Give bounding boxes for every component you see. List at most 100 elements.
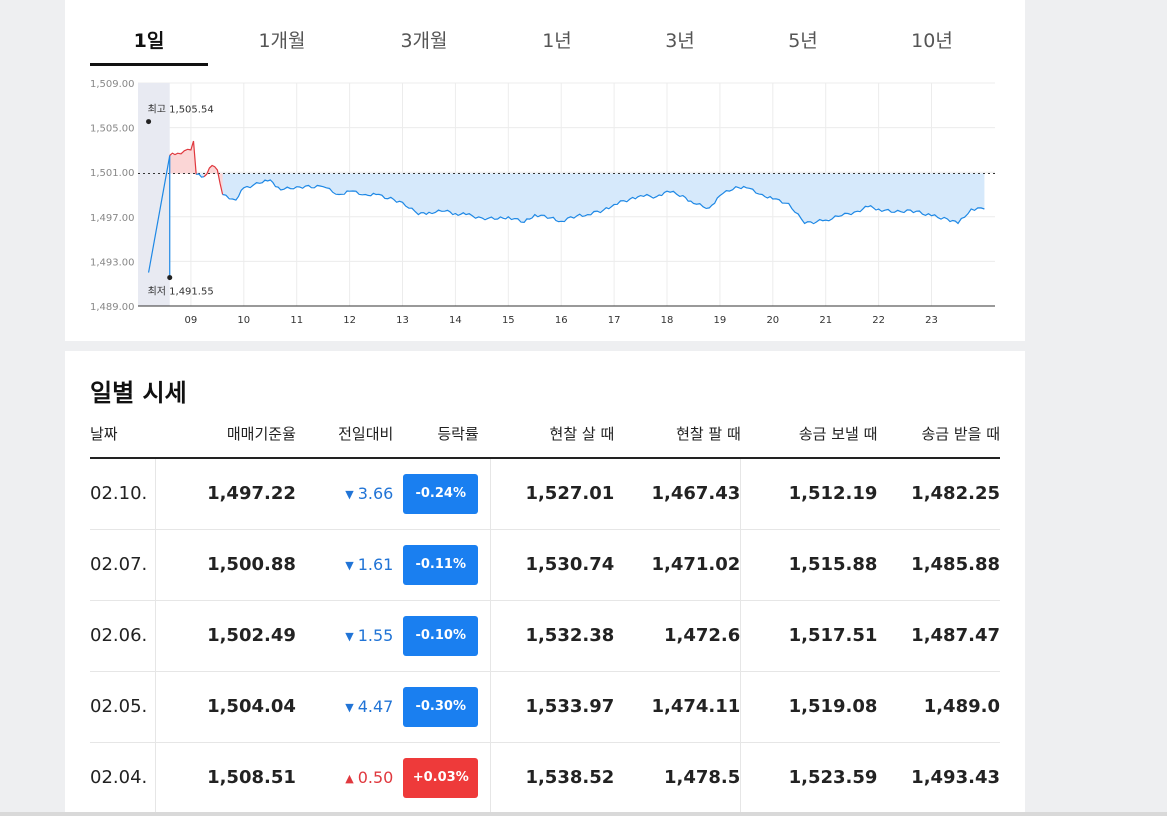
tab-1d[interactable]: 1일 (133, 30, 165, 52)
row-base-rate: 1,502.49 (155, 600, 296, 672)
row-transfer-send: 1,515.88 (740, 529, 878, 601)
row-change-value: 0.50 (357, 768, 394, 787)
row-cash-buy: 1,533.97 (490, 671, 615, 743)
up-area (204, 165, 223, 195)
y-tick-label: 1,497.00 (90, 213, 135, 224)
row-cash-sell: 1,478.5 (614, 742, 742, 814)
change-rate-badge: -0.30% (403, 686, 479, 727)
series-line (147, 155, 171, 273)
header-change: 전일대비 (295, 423, 394, 459)
table-header-row: 날짜 매매기준율 전일대비 등락률 현찰 살 때 현찰 팔 때 송금 보낼 때 … (90, 423, 1000, 459)
daily-prices-table: 날짜 매매기준율 전일대비 등락률 현찰 살 때 현찰 팔 때 송금 보낼 때 … (90, 423, 1000, 814)
exchange-rate-chart[interactable]: 1,509.00 1,505.00 1,501.00 1,497.00 1,493.00… (65, 66, 1025, 336)
daily-prices-card: 일별 시세 날짜 매매기준율 전일대비 등락률 현찰 살 때 현찰 팔 때 송금… (65, 351, 1025, 816)
row-change-rate: -0.24% (393, 458, 492, 530)
change-rate-badge: +0.03% (403, 757, 479, 798)
table-row[interactable]: 02.04. 1,508.51 ▲ 0.50 +0.03% 1,538.52 1,… (90, 742, 1000, 814)
x-tick-label: 23 (925, 315, 938, 326)
tab-1y[interactable]: 1년 (542, 30, 572, 52)
x-tick-label: 10 (237, 315, 250, 326)
row-change: ▼ 4.47 (295, 671, 394, 743)
table-row[interactable]: 02.06. 1,502.49 ▼ 1.55 -0.10% 1,532.38 1,… (90, 600, 1000, 672)
x-tick-label: 18 (661, 315, 674, 326)
x-tick-label: 11 (290, 315, 303, 326)
high-marker (146, 119, 152, 125)
row-change-rate: -0.30% (393, 671, 492, 743)
series-line-up (169, 140, 197, 175)
row-transfer-receive: 1,485.88 (877, 529, 1000, 601)
series-line (222, 179, 985, 225)
row-change-rate: -0.11% (393, 529, 492, 601)
x-tick-label: 20 (766, 315, 779, 326)
table-row[interactable]: 02.05. 1,504.04 ▼ 4.47 -0.30% 1,533.97 1,… (90, 671, 1000, 743)
active-tab-underline (90, 63, 208, 66)
row-transfer-receive: 1,493.43 (877, 742, 1000, 814)
row-change: ▼ 3.66 (295, 458, 394, 530)
row-date: 02.06. (90, 600, 156, 672)
row-change-value: 3.66 (357, 484, 394, 504)
header-transfer-send: 송금 보낼 때 (740, 423, 878, 459)
tab-1m[interactable]: 1개월 (258, 30, 306, 52)
table-row[interactable]: 02.10. 1,497.22 ▼ 3.66 -0.24% 1,527.01 1,… (90, 458, 1000, 530)
row-cash-sell: 1,471.02 (614, 529, 742, 601)
chart-fill (169, 140, 985, 224)
series-line (196, 173, 205, 178)
x-tick-label: 17 (608, 315, 621, 326)
change-arrow-icon: ▲ (345, 772, 354, 785)
tab-10y[interactable]: 10년 (911, 30, 953, 52)
row-cash-sell: 1,467.43 (614, 458, 742, 530)
row-transfer-receive: 1,489.0 (877, 671, 1000, 743)
change-rate-badge: -0.11% (403, 544, 479, 585)
row-change: ▼ 1.55 (295, 600, 394, 672)
row-change-value: 1.55 (357, 626, 394, 645)
row-base-rate: 1,500.88 (155, 529, 296, 601)
change-rate-badge: -0.10% (403, 615, 479, 656)
row-transfer-receive: 1,487.47 (877, 600, 1000, 672)
tab-3m[interactable]: 3개월 (400, 30, 448, 52)
row-change-value: 4.47 (357, 697, 394, 716)
header-date: 날짜 (90, 423, 156, 459)
row-date: 02.04. (90, 742, 156, 814)
change-arrow-icon: ▼ (345, 488, 354, 502)
x-tick-label: 13 (396, 315, 409, 326)
row-change: ▲ 0.50 (295, 742, 394, 814)
y-tick-label: 1,509.00 (90, 79, 135, 90)
header-base-rate: 매매기준율 (155, 423, 296, 459)
row-cash-sell: 1,474.11 (614, 671, 742, 743)
change-arrow-icon: ▼ (345, 630, 354, 643)
premarket-shade (138, 83, 170, 306)
row-change-rate: -0.10% (393, 600, 492, 672)
row-base-rate: 1,497.22 (155, 458, 296, 530)
row-date: 02.07. (90, 529, 156, 601)
y-tick-label: 1,505.00 (90, 124, 135, 135)
row-transfer-send: 1,523.59 (740, 742, 878, 814)
row-change: ▼ 1.61 (295, 529, 394, 601)
tab-5y[interactable]: 5년 (788, 30, 818, 52)
tab-3y[interactable]: 3년 (665, 30, 695, 52)
change-arrow-icon: ▼ (345, 701, 354, 714)
daily-prices-title: 일별 시세 (90, 379, 187, 407)
row-cash-buy: 1,532.38 (490, 600, 615, 672)
x-axis: 09 10 11 12 13 14 15 16 17 18 19 20 21 22 23 (185, 315, 938, 326)
table-row[interactable]: 02.07. 1,500.88 ▼ 1.61 -0.11% 1,530.74 1,… (90, 529, 1000, 601)
change-rate-badge: -0.24% (403, 473, 479, 514)
x-tick-label: 16 (555, 315, 568, 326)
row-cash-buy: 1,527.01 (490, 458, 615, 530)
row-change-value: 1.61 (357, 555, 394, 574)
horizontal-scrollbar[interactable] (0, 812, 1167, 816)
row-base-rate: 1,508.51 (155, 742, 296, 814)
header-cash-sell: 현찰 팔 때 (614, 423, 741, 459)
x-tick-label: 14 (449, 315, 462, 326)
x-tick-label: 09 (185, 315, 198, 326)
x-tick-label: 21 (819, 315, 832, 326)
row-transfer-send: 1,512.19 (740, 458, 878, 530)
x-tick-label: 19 (714, 315, 727, 326)
y-axis: 1,509.00 1,505.00 1,501.00 1,497.00 1,493.00… (90, 79, 135, 313)
row-date: 02.05. (90, 671, 156, 743)
chart-line (147, 140, 985, 278)
row-transfer-receive: 1,482.25 (877, 458, 1000, 530)
row-change-rate: +0.03% (393, 742, 492, 814)
up-area (169, 140, 197, 175)
row-base-rate: 1,504.04 (155, 671, 296, 743)
x-tick-label: 15 (502, 315, 515, 326)
